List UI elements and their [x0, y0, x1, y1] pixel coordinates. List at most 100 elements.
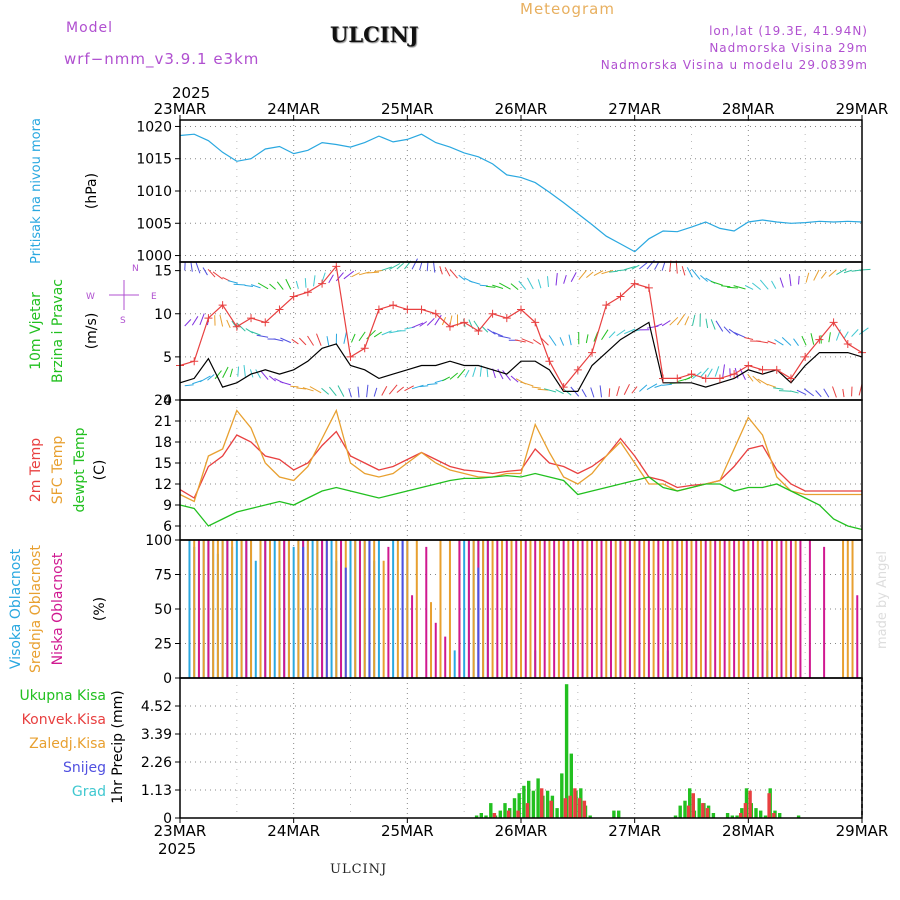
precip-bar	[754, 808, 758, 818]
wind-vector	[268, 375, 276, 382]
ylabel-temp-dewpt: dewpt Temp	[72, 427, 88, 512]
lonlat-text: lon,lat (19.3E, 41.94N)	[709, 24, 868, 38]
wind-vector	[828, 269, 837, 277]
wind-vector	[351, 272, 360, 278]
wind-vector	[537, 279, 542, 289]
wind-vector	[662, 383, 672, 386]
wind-gust-marker	[502, 314, 511, 323]
wind-vector	[710, 319, 716, 330]
wind-vector	[485, 285, 496, 288]
precip-bar	[479, 813, 483, 818]
wind-gust-marker	[573, 365, 582, 374]
wind-vector	[843, 331, 849, 339]
wind-vector	[256, 334, 269, 338]
bottom-year: 2025	[158, 840, 196, 858]
wind-gust-marker	[517, 305, 525, 314]
wind-vector	[714, 366, 720, 377]
wind-vector	[691, 314, 696, 326]
wind-gust-marker	[758, 365, 767, 374]
precip-bar	[498, 810, 502, 818]
precip-bar	[748, 790, 752, 818]
wind-vector	[744, 284, 754, 290]
wind-vector	[779, 277, 784, 288]
wind-vector	[219, 314, 224, 327]
wind-vector	[295, 280, 299, 289]
wind-gust-marker	[232, 322, 241, 331]
wind-vector	[751, 282, 761, 290]
wind-vector	[593, 270, 604, 277]
wind-vector	[570, 272, 577, 282]
ylabel-pressure: Pritisak na nivou mora	[29, 118, 44, 264]
wind-vector	[479, 365, 482, 377]
top-date-label: 29MAR	[836, 100, 889, 118]
wind-vector	[820, 271, 827, 279]
wind-gust-marker	[389, 301, 398, 310]
wind-vector	[759, 279, 769, 290]
wind-vector	[532, 339, 542, 345]
wind-vector	[309, 386, 322, 394]
wind-gust-marker	[303, 288, 312, 297]
wind-vector	[381, 266, 392, 271]
wind-vector	[686, 267, 693, 278]
bottom-date-label: 25MAR	[381, 822, 434, 840]
wind-vector	[623, 383, 630, 396]
wind-vector	[699, 367, 709, 378]
compass-w: W	[86, 292, 95, 302]
cloud-tick-label: 75	[154, 568, 172, 584]
wind-vector	[521, 381, 534, 387]
wind-vector	[276, 281, 284, 290]
wind-vector	[757, 378, 769, 386]
precip-bar	[503, 803, 507, 818]
wind-vector	[257, 282, 269, 290]
wind-vector	[842, 388, 845, 398]
precip-bar	[525, 803, 530, 818]
wind-vector	[411, 322, 424, 329]
wind-vector	[269, 283, 276, 290]
temp-tick-label: 6	[163, 519, 172, 535]
wind-vector	[774, 339, 784, 346]
wind-vector	[723, 326, 731, 334]
wind-vector-group	[184, 258, 871, 398]
top-date-label: 23MAR	[154, 100, 207, 118]
wind-gust-marker	[261, 318, 270, 327]
wind-vector	[771, 280, 777, 289]
precip-bar	[506, 810, 511, 818]
precip-bar	[474, 815, 479, 818]
wind-vector	[227, 280, 238, 284]
cloud-tick-label: 100	[145, 533, 172, 549]
precip-tick-label: 4.52	[141, 699, 172, 715]
wind-vector	[537, 388, 549, 391]
wind-vector	[184, 384, 194, 387]
wind-vector	[700, 275, 708, 282]
precip-bar	[564, 684, 569, 818]
wind-vector	[563, 274, 567, 284]
wind-vector	[243, 365, 246, 377]
footer-station: ULCINJ	[330, 862, 388, 877]
precip-bar	[711, 813, 716, 818]
wind-vector	[778, 390, 791, 392]
unit-cloud: (%)	[92, 597, 108, 621]
temp-line-dewpt-temp	[179, 472, 863, 531]
wind-gust-marker	[701, 374, 710, 383]
wind-vector	[654, 384, 663, 388]
wind-vector	[858, 327, 869, 335]
precip-bar	[701, 803, 705, 818]
precip-bar	[563, 798, 568, 818]
precip-bar	[617, 810, 621, 818]
wind-vector	[273, 338, 284, 342]
ylabel-temp-2m: 2m Temp	[28, 438, 44, 502]
precip-legend-label: Konvek.Kisa	[22, 712, 106, 728]
wind-gust-marker	[559, 383, 568, 392]
wind-vector	[684, 375, 694, 381]
wind-vector	[291, 338, 299, 345]
pressure-line	[179, 133, 863, 253]
wind-vector	[233, 283, 246, 286]
wind-vector	[540, 337, 549, 346]
wind-vector	[744, 337, 754, 340]
wind-vector	[616, 329, 626, 337]
wind-vector	[434, 314, 442, 326]
wind-vector	[191, 316, 199, 326]
model-altitude-text: Nadmorska Visina u modelu 29.0839m	[600, 58, 868, 72]
wind-vector	[374, 269, 384, 273]
top-date-label: 24MAR	[267, 100, 320, 118]
